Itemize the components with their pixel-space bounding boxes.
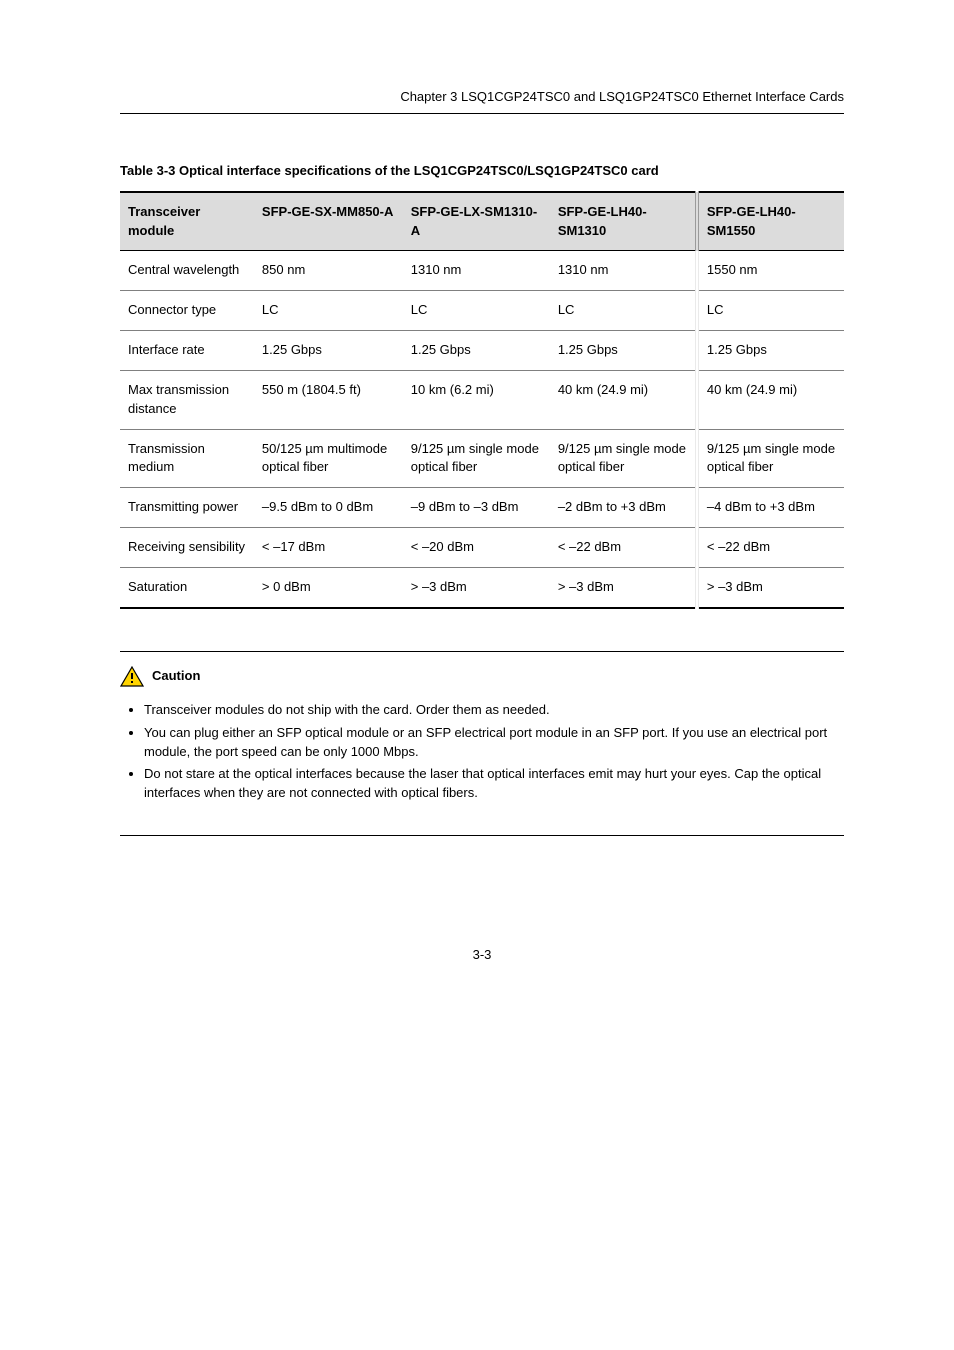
table-cell: > –3 dBm: [550, 567, 697, 607]
table-cell: 40 km (24.9 mi): [697, 370, 844, 429]
table-cell: LC: [550, 291, 697, 331]
col-header: SFP-GE-LX-SM1310-A: [403, 192, 550, 251]
row-label: Max transmission distance: [120, 370, 254, 429]
caution-label: Caution: [152, 667, 200, 686]
table-cell: 1310 nm: [550, 251, 697, 291]
table-cell: 9/125 µm single mode optical fiber: [403, 429, 550, 488]
table-cell: 9/125 µm single mode optical fiber: [697, 429, 844, 488]
table-header-row: Transceiver module SFP-GE-SX-MM850-A SFP…: [120, 192, 844, 251]
table-cell: –9 dBm to –3 dBm: [403, 488, 550, 528]
table-cell: < –17 dBm: [254, 528, 403, 568]
table-cell: > –3 dBm: [697, 567, 844, 607]
table-row: Max transmission distance550 m (1804.5 f…: [120, 370, 844, 429]
list-item: Do not stare at the optical interfaces b…: [144, 765, 844, 803]
row-label: Transmission medium: [120, 429, 254, 488]
table-row: Interface rate1.25 Gbps1.25 Gbps1.25 Gbp…: [120, 331, 844, 371]
col-header: SFP-GE-LH40-SM1310: [550, 192, 697, 251]
page-title: Chapter 3 LSQ1CGP24TSC0 and LSQ1GP24TSC0…: [120, 88, 844, 107]
specs-table: Transceiver module SFP-GE-SX-MM850-A SFP…: [120, 191, 844, 609]
table-cell: < –22 dBm: [550, 528, 697, 568]
table-cell: > –3 dBm: [403, 567, 550, 607]
table-cell: 1.25 Gbps: [550, 331, 697, 371]
col-header: SFP-GE-SX-MM850-A: [254, 192, 403, 251]
page-header: Chapter 3 LSQ1CGP24TSC0 and LSQ1GP24TSC0…: [120, 88, 844, 114]
table-cell: 850 nm: [254, 251, 403, 291]
list-item: Transceiver modules do not ship with the…: [144, 701, 844, 720]
table-cell: LC: [254, 291, 403, 331]
caution-list: Transceiver modules do not ship with the…: [120, 701, 844, 803]
row-label: Interface rate: [120, 331, 254, 371]
table-cell: 50/125 µm multimode optical fiber: [254, 429, 403, 488]
table-cell: 1550 nm: [697, 251, 844, 291]
col-header: Transceiver module: [120, 192, 254, 251]
table-cell: 1.25 Gbps: [254, 331, 403, 371]
table-cell: 1.25 Gbps: [697, 331, 844, 371]
list-item: You can plug either an SFP optical modul…: [144, 724, 844, 762]
table-cell: LC: [403, 291, 550, 331]
header-rule: [120, 113, 844, 114]
row-label: Saturation: [120, 567, 254, 607]
row-label: Transmitting power: [120, 488, 254, 528]
table-cell: 1310 nm: [403, 251, 550, 291]
table-cell: < –20 dBm: [403, 528, 550, 568]
table-cell: LC: [697, 291, 844, 331]
table-row: Saturation> 0 dBm> –3 dBm> –3 dBm> –3 dB…: [120, 567, 844, 607]
table-cell: –9.5 dBm to 0 dBm: [254, 488, 403, 528]
table-cell: 40 km (24.9 mi): [550, 370, 697, 429]
table-cell: 10 km (6.2 mi): [403, 370, 550, 429]
row-label: Receiving sensibility: [120, 528, 254, 568]
table-row: Transmission medium50/125 µm multimode o…: [120, 429, 844, 488]
caution-head: Caution: [120, 666, 844, 687]
table-cell: 1.25 Gbps: [403, 331, 550, 371]
table-cell: > 0 dBm: [254, 567, 403, 607]
page-number: 3-3: [473, 947, 492, 962]
page-footer: 3-3: [120, 946, 844, 965]
table-cell: –4 dBm to +3 dBm: [697, 488, 844, 528]
table-cell: –2 dBm to +3 dBm: [550, 488, 697, 528]
table-row: Transmitting power–9.5 dBm to 0 dBm–9 dB…: [120, 488, 844, 528]
table-row: Connector typeLCLCLCLC: [120, 291, 844, 331]
table-cell: 9/125 µm single mode optical fiber: [550, 429, 697, 488]
warning-icon: [120, 666, 144, 687]
table-cell: 550 m (1804.5 ft): [254, 370, 403, 429]
table-caption: Table 3-3 Optical interface specificatio…: [120, 162, 844, 181]
row-label: Connector type: [120, 291, 254, 331]
caution-box: Caution Transceiver modules do not ship …: [120, 651, 844, 836]
table-row: Central wavelength850 nm1310 nm1310 nm15…: [120, 251, 844, 291]
row-label: Central wavelength: [120, 251, 254, 291]
table-row: Receiving sensibility< –17 dBm< –20 dBm<…: [120, 528, 844, 568]
col-header: SFP-GE-LH40-SM1550: [697, 192, 844, 251]
table-cell: < –22 dBm: [697, 528, 844, 568]
